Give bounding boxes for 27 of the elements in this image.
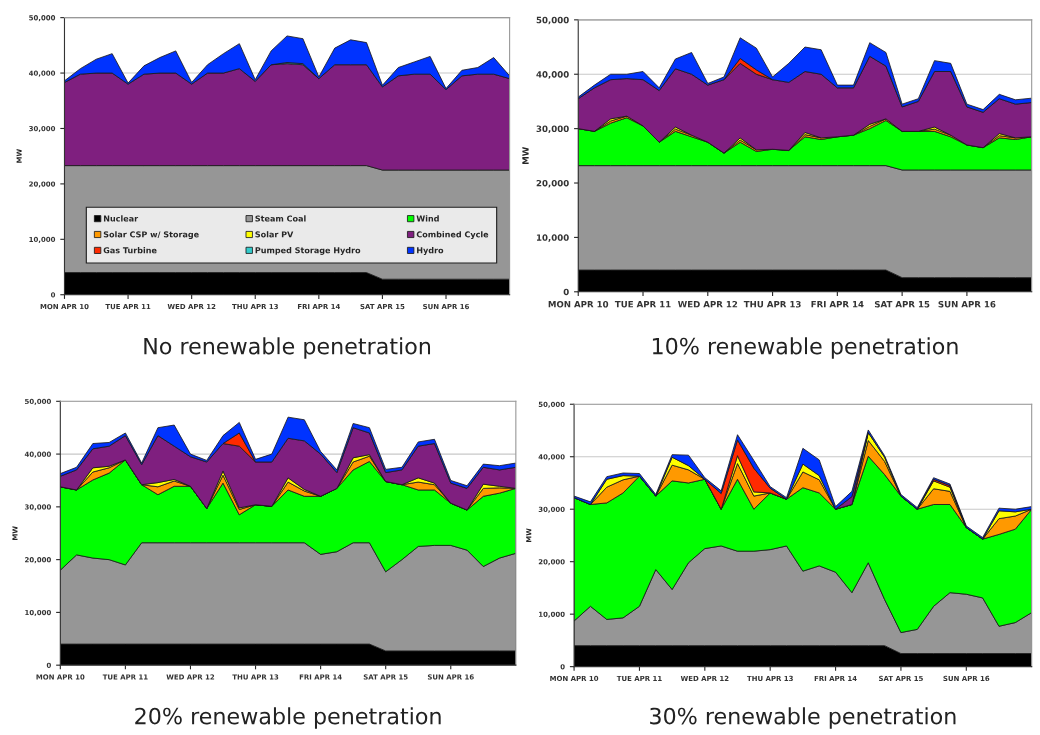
legend-label: Pumped Storage Hydro (255, 247, 361, 255)
x-tick-label: FRI APR 14 (811, 301, 864, 308)
text: 10% renewable penetration (652, 337, 958, 359)
x-tick-label: SAT APR 15 (874, 300, 930, 308)
legend-label: Gas Turbine (103, 247, 157, 254)
text: No renewable penetration (144, 337, 431, 359)
y-tick-label: 50,000 (536, 16, 569, 25)
y-tick-label: 40,000 (536, 71, 569, 79)
x-tick-label: SUN APR 16 (938, 300, 996, 308)
legend-label: Combined Cycle (416, 231, 489, 240)
x-tick-label: THU APR 13 (743, 300, 801, 308)
y-axis-title: MW (522, 147, 529, 165)
x-tick-label: TUE APR 11 (614, 301, 671, 308)
x-tick-label: MON APR 10 (548, 300, 609, 308)
legend-label: Steam Coal (255, 215, 306, 222)
legend-label: Solar PV (255, 231, 294, 238)
legend-label: Nuclear (103, 215, 139, 222)
text: 20% renewable penetration (135, 707, 441, 729)
text: 30% renewable penetration (650, 707, 956, 729)
y-tick-label: 30,000 (536, 125, 569, 134)
legend-label: Hydro (417, 247, 444, 255)
y-tick-label: 0 (563, 288, 569, 296)
y-tick-label: 20,000 (536, 179, 569, 188)
y-tick-label: 10,000 (536, 234, 569, 242)
x-tick-label: WED APR 12 (677, 300, 738, 308)
legend-label: Solar CSP w/ Storage (103, 231, 199, 240)
legend-label: Wind (416, 215, 439, 222)
